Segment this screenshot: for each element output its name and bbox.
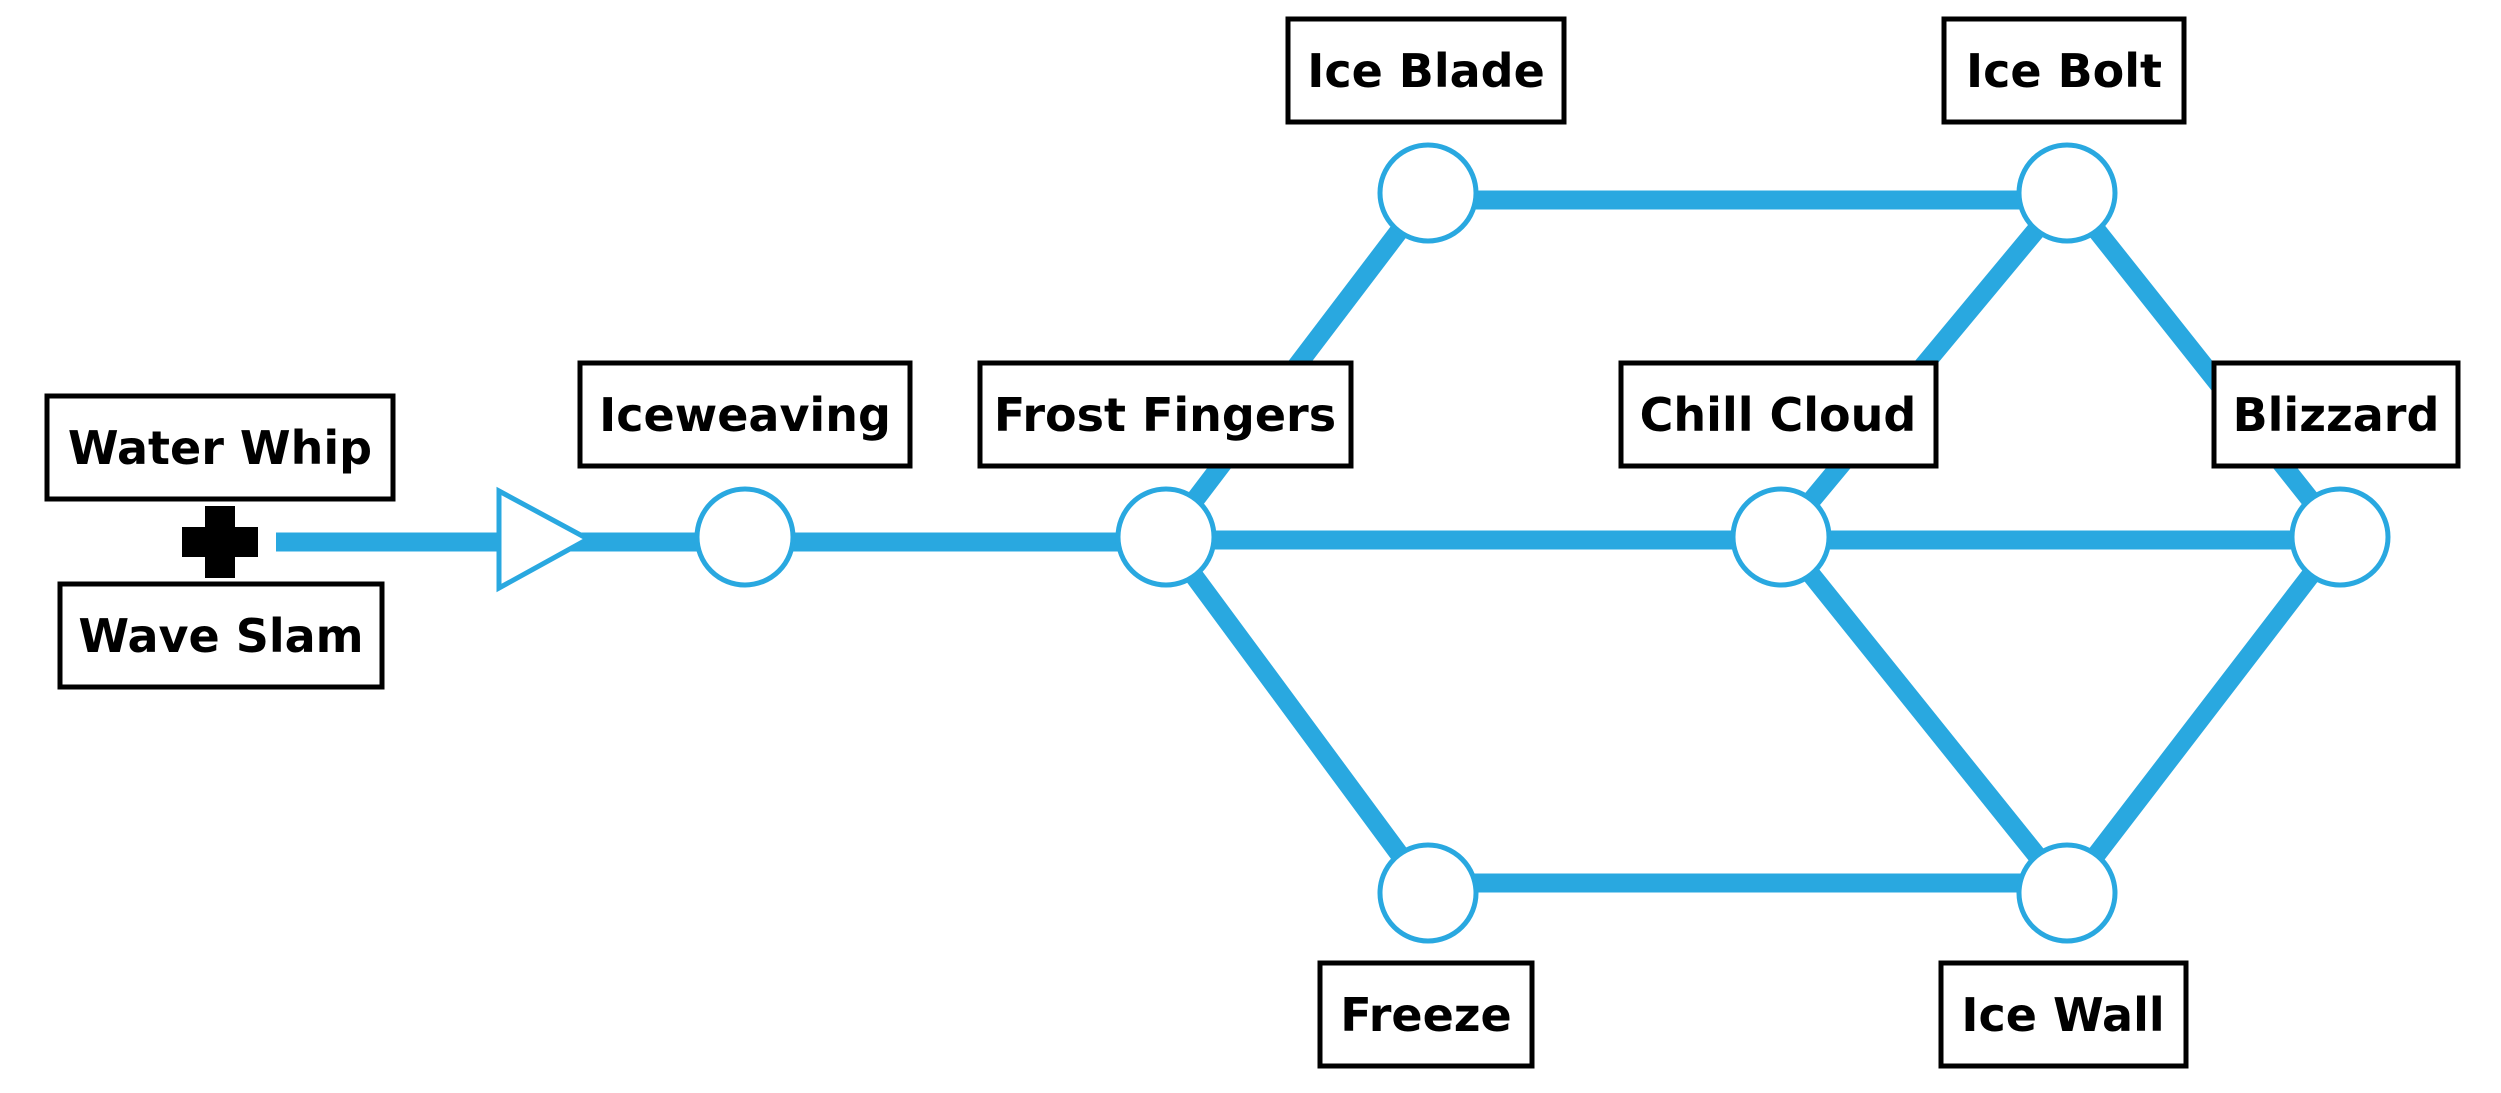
label-chill-cloud: Chill Cloud [1618,360,1939,469]
input-label-wave-slam-text: Wave Slam [78,609,363,663]
label-ice-wall-text: Ice Wall [1961,988,2164,1042]
label-ice-bolt: Ice Bolt [1941,16,2187,125]
label-freeze-text: Freeze [1340,988,1512,1042]
label-ice-bolt-text: Ice Bolt [1966,44,2162,98]
node-frost-fingers [1115,486,1217,588]
flow-arrow-icon [496,486,594,593]
node-ice-wall [2016,842,2118,944]
input-label-water-whip-text: Water Whip [68,421,372,475]
node-blizzard [2289,486,2391,588]
label-iceweaving-text: Iceweaving [599,388,891,442]
edge-ice-bolt-blizzard [2059,187,2348,543]
node-iceweaving [694,486,796,588]
label-ice-blade-text: Ice Blade [1307,44,1545,98]
edge-ice-wall-blizzard [2059,531,2348,899]
node-ice-blade [1377,142,1479,244]
label-chill-cloud-text: Chill Cloud [1640,388,1917,442]
label-frost-fingers: Frost Fingers [977,360,1354,469]
label-frost-fingers-text: Frost Fingers [994,388,1336,442]
node-freeze [1377,842,1479,944]
label-ice-blade: Ice Blade [1285,16,1567,125]
label-freeze: Freeze [1317,960,1535,1069]
label-blizzard: Blizzard [2211,360,2461,469]
edge-frost-fingers-freeze [1158,532,1436,899]
edge-chill-cloud-ice-wall [1773,531,2075,899]
node-ice-bolt [2016,142,2118,244]
plus-icon [182,506,258,578]
label-ice-wall: Ice Wall [1938,960,2189,1069]
edges [276,186,2348,899]
input-label-wave-slam: Wave Slam [57,581,385,690]
label-blizzard-text: Blizzard [2233,388,2440,442]
node-chill-cloud [1730,486,1832,588]
label-iceweaving: Iceweaving [577,360,913,469]
input-label-water-whip: Water Whip [44,393,396,502]
nodes [694,142,2391,944]
